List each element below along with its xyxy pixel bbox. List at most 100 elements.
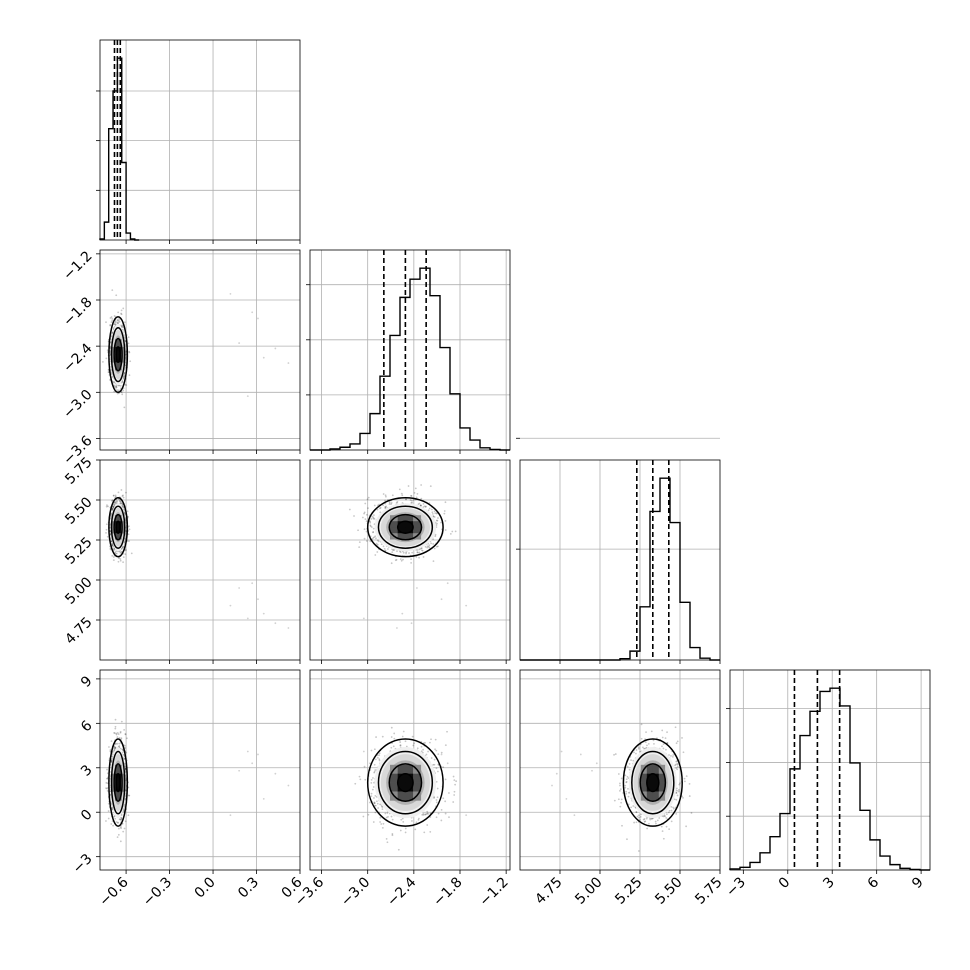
sample-point bbox=[119, 501, 122, 504]
sample-point bbox=[400, 818, 403, 821]
sample-point bbox=[117, 833, 120, 836]
sample-point bbox=[370, 792, 373, 795]
density-cell bbox=[658, 773, 666, 783]
sample-point bbox=[423, 831, 426, 834]
outlier-point bbox=[251, 582, 254, 585]
panel-frame bbox=[309, 669, 511, 871]
sample-point bbox=[117, 491, 120, 494]
sample-point bbox=[114, 817, 117, 820]
sample-point bbox=[418, 556, 420, 559]
sample-point bbox=[651, 817, 653, 820]
sample-point bbox=[111, 544, 114, 547]
sample-point bbox=[115, 552, 118, 555]
density-cell bbox=[118, 533, 122, 540]
sample-point bbox=[442, 766, 445, 769]
sample-point bbox=[435, 519, 438, 522]
sample-point bbox=[635, 749, 638, 751]
sample-point bbox=[633, 821, 636, 824]
outlier-point bbox=[410, 622, 413, 625]
density-3-2 bbox=[551, 723, 693, 852]
sample-point bbox=[432, 543, 435, 545]
sample-point bbox=[633, 751, 635, 754]
contour-1 bbox=[377, 750, 434, 815]
panel-3-1: −3.6 −3.0 −2.4 −1.8 −1.2 bbox=[292, 669, 512, 910]
sample-point bbox=[424, 813, 426, 816]
sample-point bbox=[394, 559, 397, 562]
sample-point bbox=[422, 556, 425, 558]
sample-point bbox=[125, 751, 128, 754]
sample-point bbox=[377, 807, 380, 809]
sample-point bbox=[619, 784, 621, 787]
density-cell bbox=[646, 782, 654, 792]
sample-point bbox=[435, 799, 438, 801]
sample-point bbox=[119, 731, 122, 734]
sample-point bbox=[119, 818, 122, 821]
sample-point bbox=[676, 765, 679, 768]
outlier-point bbox=[573, 814, 576, 817]
sample-point bbox=[434, 748, 436, 751]
sample-point bbox=[637, 850, 640, 852]
density-cell bbox=[405, 515, 414, 522]
sample-point bbox=[120, 818, 123, 820]
density-cell bbox=[121, 782, 125, 792]
sample-point bbox=[405, 498, 407, 501]
sample-point bbox=[116, 731, 119, 734]
sample-point bbox=[118, 745, 121, 747]
sample-point bbox=[110, 759, 113, 762]
sample-point bbox=[111, 542, 113, 545]
sample-point bbox=[431, 512, 434, 515]
outlier-point bbox=[362, 617, 365, 620]
sample-point bbox=[647, 742, 650, 745]
sample-point bbox=[363, 512, 365, 515]
x-tick-label: 0.3 bbox=[235, 874, 262, 901]
sample-point bbox=[386, 841, 389, 844]
sample-point bbox=[120, 720, 123, 723]
sample-point bbox=[388, 503, 391, 506]
sample-point bbox=[435, 512, 438, 515]
sample-point bbox=[423, 505, 426, 508]
sample-point bbox=[117, 560, 120, 563]
sample-point bbox=[425, 812, 428, 815]
x-tick-label: 5.50 bbox=[652, 874, 685, 907]
sample-point bbox=[363, 537, 366, 540]
sample-point bbox=[628, 791, 630, 794]
sample-point bbox=[626, 765, 629, 768]
sample-point bbox=[668, 754, 670, 756]
sample-point bbox=[628, 763, 631, 765]
sample-point bbox=[378, 507, 381, 510]
y-tick-label: 4.75 bbox=[62, 614, 95, 647]
density-cell bbox=[115, 791, 119, 801]
sample-point bbox=[123, 406, 126, 409]
sample-point bbox=[123, 827, 126, 830]
sample-point bbox=[674, 764, 676, 767]
sample-point bbox=[113, 315, 116, 317]
sample-point bbox=[676, 794, 679, 797]
sample-point bbox=[106, 504, 108, 506]
sample-point bbox=[113, 746, 116, 748]
sample-point bbox=[115, 386, 118, 389]
sample-point bbox=[676, 768, 679, 771]
sample-point bbox=[113, 732, 116, 735]
sample-point bbox=[107, 371, 110, 374]
sample-point bbox=[627, 795, 630, 798]
density-1-0 bbox=[101, 289, 290, 409]
sample-point bbox=[115, 732, 118, 735]
density-cell bbox=[397, 521, 406, 528]
sample-point bbox=[665, 817, 668, 819]
sample-point bbox=[614, 753, 617, 755]
sample-point bbox=[114, 743, 117, 745]
sample-point bbox=[416, 492, 419, 495]
sample-point bbox=[437, 770, 439, 773]
sample-point bbox=[428, 507, 431, 510]
contour-1 bbox=[377, 505, 434, 549]
sample-point bbox=[120, 502, 122, 505]
sample-point bbox=[117, 389, 120, 392]
sample-point bbox=[373, 748, 376, 751]
sample-point bbox=[683, 777, 686, 780]
contour-2 bbox=[388, 513, 423, 541]
sample-point bbox=[372, 777, 374, 779]
sample-point bbox=[126, 510, 129, 513]
sample-point bbox=[123, 375, 126, 378]
density-cell bbox=[118, 515, 122, 522]
sample-point bbox=[121, 325, 124, 328]
